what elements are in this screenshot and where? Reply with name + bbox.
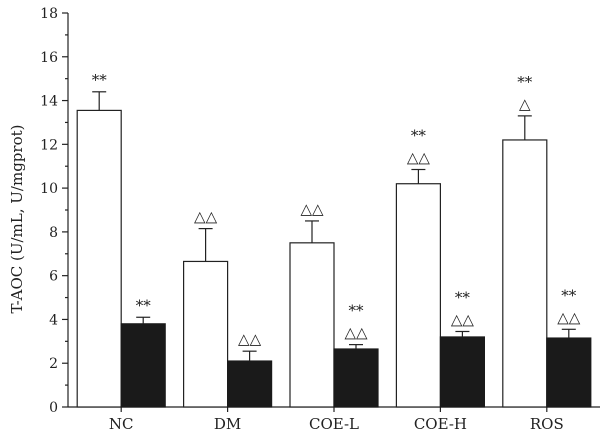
- y-tick-label: 8: [49, 225, 58, 241]
- bar-solid: [546, 337, 592, 408]
- bar-open: [395, 183, 441, 408]
- significance-triangle-mark: △△: [344, 324, 368, 342]
- x-category-label: COE-H: [414, 415, 467, 433]
- y-tick-label: 6: [49, 269, 58, 285]
- significance-star-mark: **: [349, 302, 365, 320]
- bar-solid: [439, 336, 485, 408]
- y-tick-label: 10: [40, 181, 58, 197]
- significance-annotations: ** ** △△ △△ △△ △△ ** △△ ** △△ ** △ ** △△ **: [92, 71, 581, 348]
- error-bars: [92, 91, 576, 362]
- y-tick-label: 14: [40, 94, 58, 110]
- bar-open: [183, 260, 229, 408]
- y-axis-title: T-AOC (U/mL, U/mgprot): [8, 125, 26, 314]
- bar-solid: [333, 348, 379, 408]
- significance-triangle-mark: △△: [194, 208, 218, 226]
- significance-triangle-mark: △△: [451, 310, 475, 328]
- significance-triangle-mark: △△: [407, 149, 431, 167]
- significance-star-mark: **: [136, 296, 152, 314]
- significance-star-mark: **: [517, 73, 533, 91]
- significance-triangle-mark: △: [519, 95, 531, 113]
- x-category-label: COE-L: [309, 415, 359, 433]
- bar-open: [502, 139, 548, 408]
- significance-triangle-mark: △△: [300, 200, 324, 218]
- significance-star-mark: **: [92, 71, 108, 89]
- significance-triangle-mark: △△: [238, 330, 262, 348]
- significance-star-mark: **: [411, 127, 427, 145]
- bar-solid: [227, 360, 273, 408]
- bar-open: [289, 242, 335, 408]
- axes: 0 2 4 6 8 10 12 14 16 18 NC DM COE-L COE-H ROS: [40, 6, 600, 433]
- bar-solid: [120, 323, 166, 408]
- y-tick-label: 0: [49, 400, 58, 416]
- significance-star-mark: **: [561, 286, 577, 304]
- y-tick-label: 18: [40, 6, 58, 22]
- y-tick-label: 12: [40, 137, 58, 153]
- x-category-label: NC: [109, 415, 134, 433]
- y-tick-label: 2: [49, 356, 58, 372]
- x-category-label: DM: [214, 415, 241, 433]
- y-tick-label: 16: [40, 50, 58, 66]
- x-category-label: ROS: [530, 415, 564, 433]
- bar-open: [76, 109, 122, 408]
- significance-triangle-mark: △△: [557, 308, 581, 326]
- significance-star-mark: **: [455, 288, 471, 306]
- bars: [76, 109, 592, 408]
- y-tick-label: 4: [49, 312, 58, 328]
